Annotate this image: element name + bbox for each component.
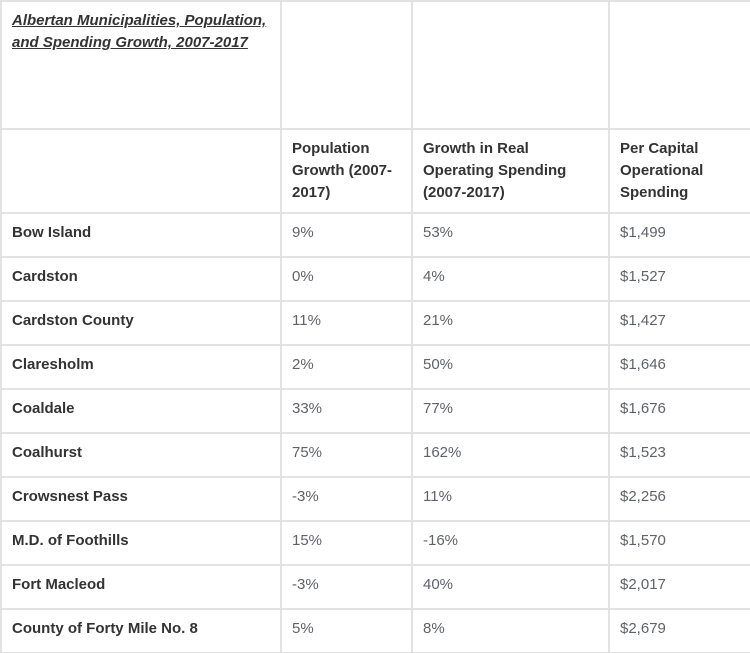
per-capita-spending-value: $2,256 bbox=[608, 476, 750, 522]
table-row: M.D. of Foothills 15% -16% $1,570 bbox=[0, 520, 750, 566]
operating-spending-growth-value: 11% bbox=[411, 476, 610, 522]
municipality-name: Coalhurst bbox=[0, 432, 282, 478]
per-capita-spending-value: $1,523 bbox=[608, 432, 750, 478]
operating-spending-growth-value: 21% bbox=[411, 300, 610, 346]
empty-header-cell bbox=[0, 128, 282, 214]
operating-spending-growth-value: 40% bbox=[411, 564, 610, 610]
table-row: Bow Island 9% 53% $1,499 bbox=[0, 212, 750, 258]
column-header-operating-spending-growth: Growth in Real Operating Spending (2007-… bbox=[411, 128, 610, 214]
operating-spending-growth-value: 50% bbox=[411, 344, 610, 390]
operating-spending-growth-value: 162% bbox=[411, 432, 610, 478]
operating-spending-growth-value: -16% bbox=[411, 520, 610, 566]
per-capita-spending-value: $1,646 bbox=[608, 344, 750, 390]
table-row: Cardston County 11% 21% $1,427 bbox=[0, 300, 750, 346]
per-capita-spending-value: $2,017 bbox=[608, 564, 750, 610]
table-row: Coalhurst 75% 162% $1,523 bbox=[0, 432, 750, 478]
per-capita-spending-value: $1,676 bbox=[608, 388, 750, 434]
municipality-name: Claresholm bbox=[0, 344, 282, 390]
municipality-name: Bow Island bbox=[0, 212, 282, 258]
population-growth-value: 5% bbox=[280, 608, 413, 653]
population-growth-value: 0% bbox=[280, 256, 413, 302]
table-row: County of Forty Mile No. 8 5% 8% $2,679 bbox=[0, 608, 750, 653]
population-growth-value: 75% bbox=[280, 432, 413, 478]
per-capita-spending-value: $1,499 bbox=[608, 212, 750, 258]
population-growth-value: 2% bbox=[280, 344, 413, 390]
municipality-name: Coaldale bbox=[0, 388, 282, 434]
municipality-name: Fort Macleod bbox=[0, 564, 282, 610]
column-header-row: Population Growth (2007-2017) Growth in … bbox=[0, 128, 750, 214]
per-capita-spending-value: $1,570 bbox=[608, 520, 750, 566]
municipality-name: Cardston bbox=[0, 256, 282, 302]
table-title-line-1: Albertan Municipalities, Population, bbox=[12, 12, 267, 29]
column-header-population-growth: Population Growth (2007-2017) bbox=[280, 128, 413, 214]
table-title: Albertan Municipalities, Population, and… bbox=[0, 0, 282, 130]
population-growth-value: -3% bbox=[280, 564, 413, 610]
municipality-name: Crowsnest Pass bbox=[0, 476, 282, 522]
municipality-name: Cardston County bbox=[0, 300, 282, 346]
operating-spending-growth-value: 77% bbox=[411, 388, 610, 434]
population-growth-value: 15% bbox=[280, 520, 413, 566]
table-row: Crowsnest Pass -3% 11% $2,256 bbox=[0, 476, 750, 522]
municipality-name: M.D. of Foothills bbox=[0, 520, 282, 566]
per-capita-spending-value: $1,427 bbox=[608, 300, 750, 346]
operating-spending-growth-value: 4% bbox=[411, 256, 610, 302]
population-growth-value: 33% bbox=[280, 388, 413, 434]
population-growth-value: 9% bbox=[280, 212, 413, 258]
per-capita-spending-value: $1,527 bbox=[608, 256, 750, 302]
column-header-per-capita-spending: Per Capital Operational Spending bbox=[608, 128, 750, 214]
empty-cell bbox=[608, 0, 750, 130]
population-growth-value: -3% bbox=[280, 476, 413, 522]
operating-spending-growth-value: 8% bbox=[411, 608, 610, 653]
operating-spending-growth-value: 53% bbox=[411, 212, 610, 258]
municipality-name: County of Forty Mile No. 8 bbox=[0, 608, 282, 653]
table-row: Claresholm 2% 50% $1,646 bbox=[0, 344, 750, 390]
empty-cell bbox=[411, 0, 610, 130]
table-row: Coaldale 33% 77% $1,676 bbox=[0, 388, 750, 434]
title-row: Albertan Municipalities, Population, and… bbox=[0, 0, 750, 130]
population-growth-value: 11% bbox=[280, 300, 413, 346]
table-title-line-2: and Spending Growth, 2007-2017 bbox=[12, 34, 248, 51]
table-row: Cardston 0% 4% $1,527 bbox=[0, 256, 750, 302]
table-row: Fort Macleod -3% 40% $2,017 bbox=[0, 564, 750, 610]
empty-cell bbox=[280, 0, 413, 130]
per-capita-spending-value: $2,679 bbox=[608, 608, 750, 653]
